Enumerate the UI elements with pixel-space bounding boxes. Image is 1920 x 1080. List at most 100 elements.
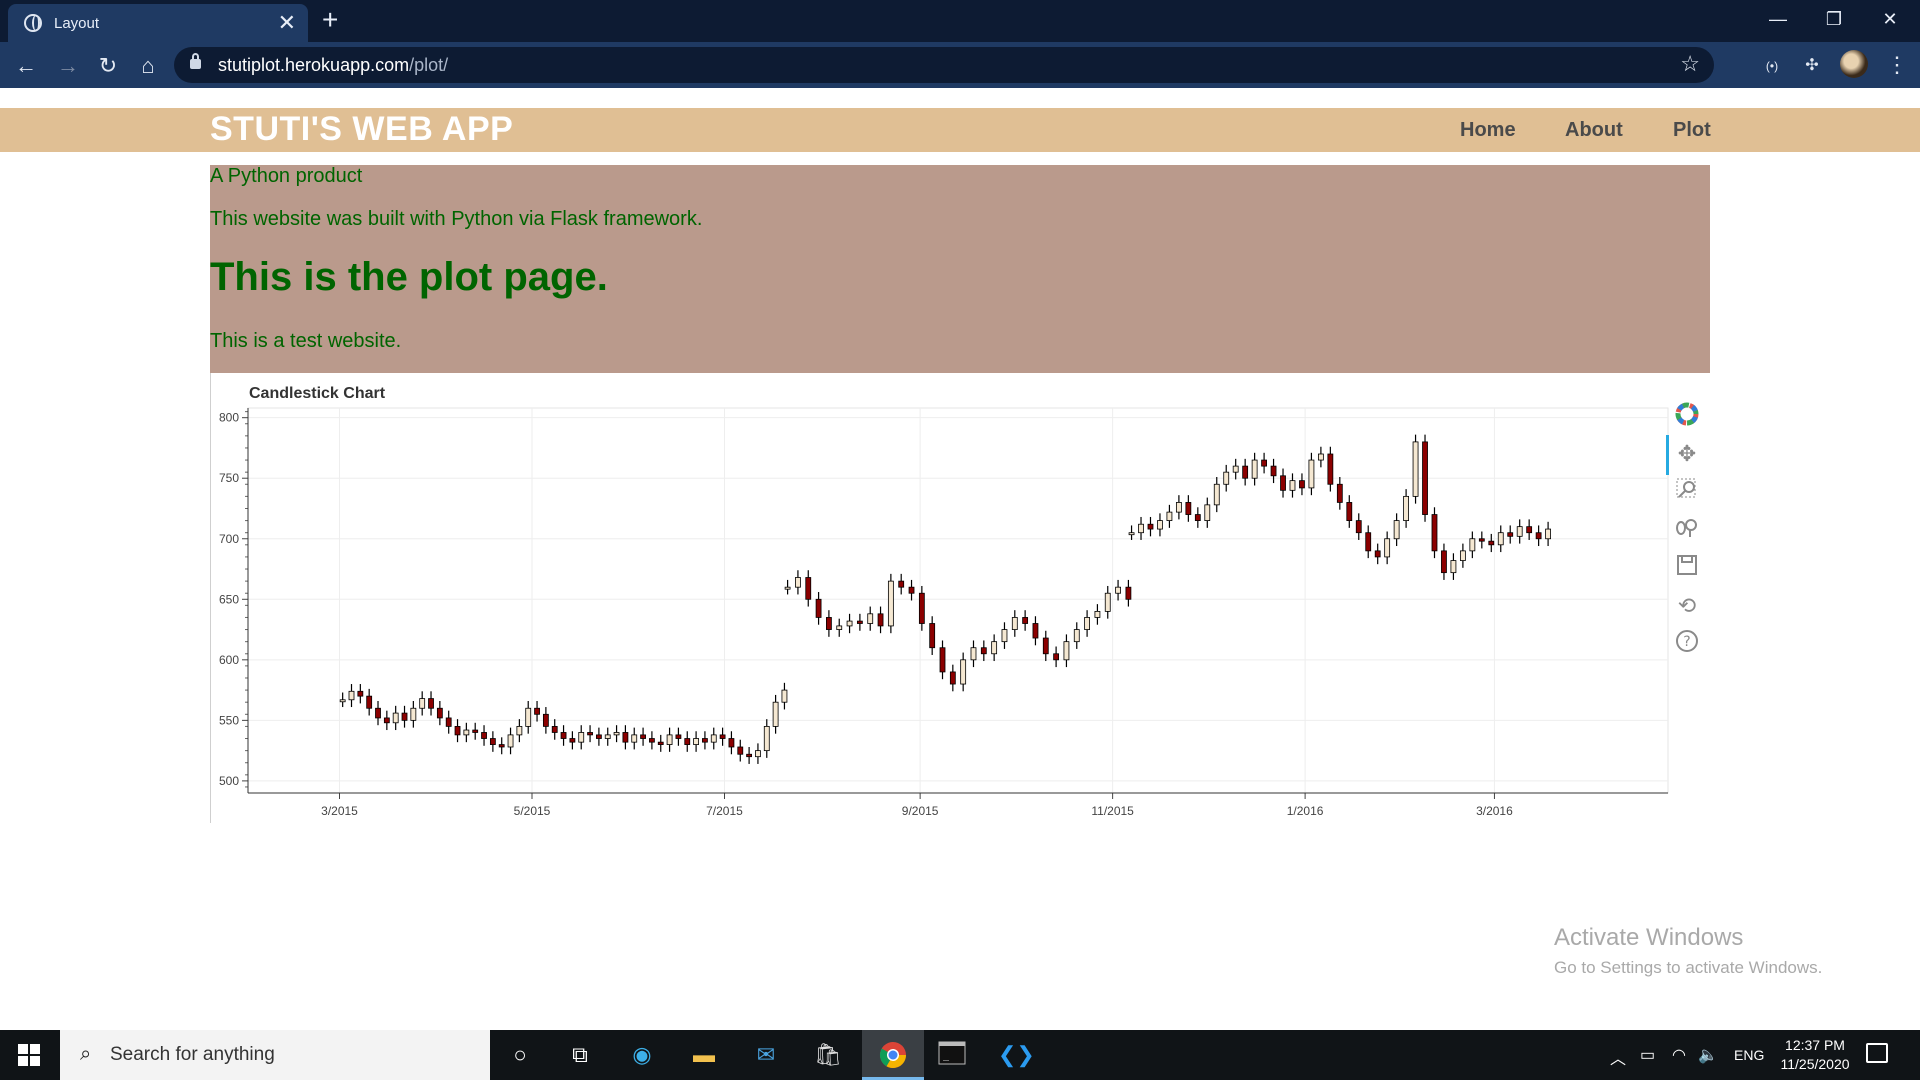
notifications-icon[interactable] <box>1866 1043 1888 1063</box>
candle-body <box>1084 617 1090 630</box>
candle-body <box>702 738 708 743</box>
windows-start-icon[interactable] <box>18 1044 40 1066</box>
y-tick-label: 800 <box>219 411 239 425</box>
candle-body <box>657 741 664 745</box>
y-tick-label: 550 <box>219 713 239 727</box>
candle-body <box>784 586 791 590</box>
terminal-icon[interactable]: _ <box>936 1040 968 1070</box>
wifi-icon[interactable]: ◠ <box>1672 1047 1686 1064</box>
lock-icon <box>190 53 201 69</box>
candle-body <box>737 746 744 755</box>
candle-body <box>1166 511 1173 521</box>
x-tick-label: 5/2015 <box>514 804 551 818</box>
home-icon[interactable]: ⌂ <box>141 53 155 78</box>
bookmark-star-icon[interactable]: ☆ <box>1680 51 1700 76</box>
candle-body <box>613 732 620 736</box>
candle-body <box>383 717 390 724</box>
language-indicator[interactable]: ENG <box>1734 1047 1765 1063</box>
candle-body <box>877 613 884 627</box>
wheel-zoom-icon[interactable] <box>1672 515 1702 545</box>
candle-body <box>622 732 629 743</box>
candle-body <box>1374 550 1381 558</box>
candle-body <box>1346 502 1353 521</box>
candle-body <box>684 738 691 745</box>
candle-body <box>1223 471 1230 485</box>
candle-body <box>339 699 346 703</box>
pan-icon[interactable]: ✥ <box>1677 441 1697 466</box>
forward-arrow-icon[interactable]: → <box>57 53 79 78</box>
candle-body <box>357 690 364 697</box>
reset-icon[interactable]: ⟲ <box>1677 593 1697 618</box>
candle-body <box>595 734 602 739</box>
taskbar-search-placeholder: Search for anything <box>110 1044 275 1065</box>
chart-border <box>210 373 211 823</box>
reload-icon[interactable]: ↻ <box>98 53 118 78</box>
nav-home-link[interactable]: Home <box>1460 119 1516 141</box>
close-window-button[interactable]: ✕ <box>1882 9 1898 29</box>
candle-body <box>445 717 452 727</box>
address-bar[interactable]: stutiplot.herokuapp.com/plot/ ☆ <box>174 47 1714 83</box>
candle-body <box>1355 520 1362 534</box>
box-zoom-icon[interactable] <box>1672 477 1702 507</box>
candle-body <box>1497 532 1504 546</box>
candle-body <box>1185 502 1192 515</box>
candle-body <box>436 707 443 719</box>
candle-body <box>1261 459 1267 467</box>
candle-body <box>366 695 373 709</box>
candle-body <box>463 729 470 736</box>
plot-area <box>247 407 1669 794</box>
candle-body <box>1042 637 1049 655</box>
cast-extension-icon[interactable]: (•) <box>1765 59 1779 73</box>
candle-body <box>949 671 956 685</box>
candle-body <box>587 732 593 736</box>
candle-body <box>918 592 925 624</box>
browser-menu-icon[interactable]: ⋮ <box>1886 52 1908 77</box>
candle-body <box>763 726 770 752</box>
mail-icon[interactable]: ✉ <box>756 1042 776 1067</box>
minimize-button[interactable]: — <box>1769 9 1787 29</box>
back-arrow-icon[interactable]: ← <box>15 53 37 78</box>
candle-body <box>604 734 611 739</box>
candle-body <box>1459 550 1466 561</box>
candle-body <box>795 577 801 588</box>
candlestick-chart[interactable]: 500 550 600 650 700 750 800 3/2015 5/2015 7/2015 9… <box>210 373 1670 823</box>
browser-tab[interactable]: Layout ✕ <box>8 4 308 42</box>
tab-close-button[interactable]: ✕ <box>277 10 296 35</box>
battery-icon[interactable]: ▭ <box>1640 1047 1656 1064</box>
new-tab-button[interactable]: + <box>322 4 339 35</box>
help-icon[interactable]: ? <box>1672 629 1702 659</box>
candle-body <box>631 734 638 743</box>
task-view-icon[interactable]: ⧉ <box>572 1042 588 1067</box>
tab-title: Layout <box>54 15 100 32</box>
nav-about-link[interactable]: About <box>1565 119 1623 141</box>
bokeh-logo-icon[interactable] <box>1672 401 1702 431</box>
edge-browser-icon[interactable]: ◉ <box>632 1042 652 1067</box>
nav-plot-link[interactable]: Plot <box>1673 119 1711 141</box>
candle-body <box>805 577 812 600</box>
profile-avatar[interactable] <box>1840 50 1868 78</box>
candle-body <box>1242 465 1249 479</box>
taskbar-clock[interactable]: 12:37 PM 11/25/2020 <box>1770 1036 1860 1074</box>
browser-toolbar: ← → ↻ ⌂ stutiplot.herokuapp.com/plot/ ☆ … <box>0 42 1920 88</box>
chrome-icon[interactable] <box>877 1040 909 1070</box>
watermark-title: Activate Windows <box>1554 924 1744 951</box>
candle-body <box>1441 550 1447 574</box>
restore-button[interactable]: ❐ <box>1825 9 1843 29</box>
store-icon[interactable]: 🛍 <box>814 1042 842 1067</box>
site-brand[interactable]: STUTI'S WEB APP <box>210 110 514 148</box>
cortana-icon[interactable]: ○ <box>513 1042 527 1067</box>
volume-icon[interactable]: 🔈 <box>1698 1047 1718 1064</box>
candle-body <box>980 647 987 655</box>
candle-body <box>1488 540 1495 546</box>
candle-body <box>1022 617 1029 624</box>
save-icon[interactable] <box>1672 553 1702 583</box>
candle-body <box>560 732 567 739</box>
candle-body <box>710 734 717 743</box>
extensions-puzzle-icon[interactable]: ✣ <box>1805 57 1819 74</box>
vscode-icon[interactable]: ❮❯ <box>998 1042 1035 1067</box>
candle-body <box>1317 453 1324 461</box>
tray-chevron-up-icon[interactable]: ︿ <box>1610 1051 1627 1068</box>
taskbar-search-box[interactable]: ⌕ Search for anything <box>60 1030 490 1080</box>
candle-body <box>1204 504 1211 521</box>
file-explorer-icon[interactable]: ▬ <box>693 1042 715 1067</box>
